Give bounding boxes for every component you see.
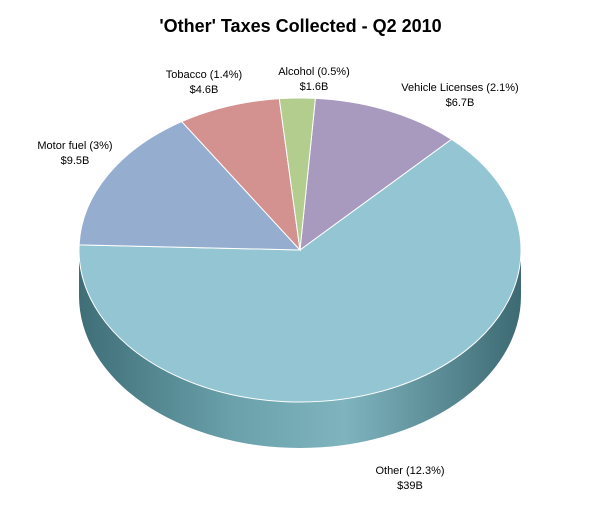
chart-title: 'Other' Taxes Collected - Q2 2010 <box>159 16 442 36</box>
slice-label: Alcohol (0.5%) <box>278 66 350 78</box>
slice-value-label: $1.6B <box>300 81 329 93</box>
slice-label: Vehicle Licenses (2.1%) <box>401 82 518 94</box>
slice-value-label: $9.5B <box>61 155 90 167</box>
pie-slice <box>278 97 316 251</box>
pie-slice <box>78 138 522 403</box>
slice-label: Motor fuel (3%) <box>37 140 112 152</box>
pie-side-wall <box>79 250 521 448</box>
pie-slice <box>78 120 302 251</box>
pie-slice <box>299 97 453 252</box>
slice-value-label: $4.6B <box>190 84 219 96</box>
slice-label: Other (12.3%) <box>375 465 444 477</box>
slice-value-label: $6.7B <box>446 97 475 109</box>
slice-label: Tobacco (1.4%) <box>166 69 242 81</box>
pie-slice <box>180 98 301 252</box>
slice-value-label: $39B <box>397 480 423 492</box>
pie-side <box>79 250 521 448</box>
